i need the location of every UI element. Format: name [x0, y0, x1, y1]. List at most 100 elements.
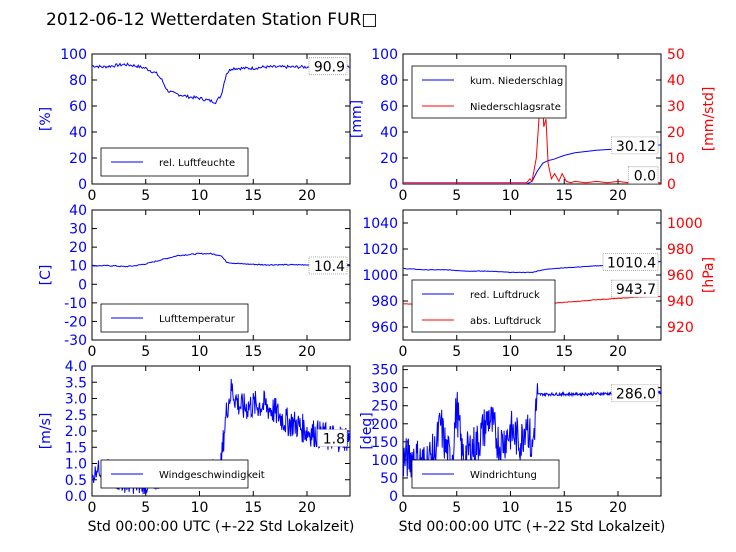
y-tick-label: 2.5 [65, 408, 87, 424]
y-tick-label: 300 [371, 381, 398, 397]
last-value-label-right-box [611, 279, 659, 298]
x-axis-label: Std 00:00:00 UTC (+-22 Std Lokalzeit) [88, 519, 355, 535]
y-tick-label: 3.5 [65, 375, 87, 391]
y-tick-label: 0.5 [65, 473, 87, 489]
legend-frame [411, 279, 556, 333]
legend-entry: kum. Niederschlag [470, 76, 563, 87]
y-tick-label: 0 [389, 489, 398, 505]
last-value-label: 1.8 [323, 432, 345, 448]
plot-area [92, 62, 350, 105]
x-tick-label: 15 [555, 188, 573, 204]
x-tick-label: 5 [452, 500, 461, 516]
legend-frame [411, 65, 567, 119]
y-tick-label: 50 [380, 471, 398, 487]
legend-temperature: Lufttemperatur [100, 303, 249, 333]
x-tick-label: 10 [191, 188, 209, 204]
y-axis-label: [mm] [349, 100, 365, 138]
x-tick-label: 15 [244, 500, 262, 516]
last-value-label: 30.12 [616, 139, 656, 155]
y-tick-label: 40 [69, 125, 87, 141]
x-tick-label: 0 [399, 344, 408, 360]
y-tick-label: 960 [371, 320, 398, 336]
y-tick-label: 60 [69, 99, 87, 115]
y-axis-label: [%] [38, 107, 54, 131]
legend-entry: Windgeschwindigkeit [159, 470, 265, 481]
last-value-label-box [602, 253, 659, 271]
legend-precipitation: kum. Niederschlag Niederschlagsrate [411, 65, 567, 119]
x-tick-label: 20 [609, 344, 627, 360]
x-tick-label: 20 [609, 500, 627, 516]
legend-pressure: red. Luftdruck abs. Luftdruck [411, 279, 556, 333]
y-tick-label: 20 [380, 151, 398, 167]
y-right-tick-label: 0 [667, 177, 676, 193]
y-tick-label: 30 [69, 222, 87, 238]
last-value-label-right-box [628, 166, 659, 185]
y-tick-label: 3.0 [65, 392, 87, 408]
y-right-tick-label: 10 [667, 151, 685, 167]
x-tick-label: 20 [298, 188, 316, 204]
x-tick-label: 15 [555, 500, 573, 516]
panel-humidity: 0 5 10 15 20 0 20 40 60 80 100 [%] 90.9 rel. Luftfeuc… [38, 47, 351, 204]
y-tick-label: 0 [78, 177, 87, 193]
y-tick-label: 60 [380, 99, 398, 115]
y-tick-label: 1.0 [65, 457, 87, 473]
y-axis-label: [m/s] [38, 413, 54, 450]
y-right-tick-label: 960 [667, 268, 694, 284]
last-value-label-box [611, 384, 659, 403]
y-tick-label: -20 [64, 314, 87, 330]
y-tick-label: 250 [371, 399, 398, 415]
legend-wind_direction: Windrichtung [411, 459, 560, 489]
last-value-label-box [308, 256, 348, 275]
x-tick-label: 0 [88, 344, 97, 360]
x-axis-label: Std 00:00:00 UTC (+-22 Std Lokalzeit) [399, 519, 666, 535]
y-tick-label: 20 [69, 151, 87, 167]
x-tick-label: 10 [502, 344, 520, 360]
y-right-tick-label: 50 [667, 47, 685, 63]
y-tick-label: 40 [380, 125, 398, 141]
x-tick-label: 10 [502, 188, 520, 204]
y-tick-label: 10 [69, 259, 87, 275]
x-tick-label: 0 [88, 500, 97, 516]
y-tick-label: 150 [371, 435, 398, 451]
y-tick-label: 0.0 [65, 489, 87, 505]
panel-pressure: 0 5 10 15 20 960 980 1000 1020 1040 920 940 960 980 10… [362, 209, 717, 360]
y-axis-label: [deg] [359, 412, 375, 449]
y-tick-label: 350 [371, 363, 398, 379]
y-tick-label: 0 [389, 177, 398, 193]
y-tick-label: 2.0 [65, 424, 87, 440]
series-line-humidity-0 [92, 62, 350, 105]
x-tick-label: 10 [191, 344, 209, 360]
legend-entry: abs. Luftdruck [470, 316, 541, 327]
y-tick-label: -10 [64, 296, 87, 312]
plot-area [92, 252, 350, 268]
last-value-label-right: 0.0 [634, 169, 656, 185]
x-tick-label: 0 [399, 188, 408, 204]
last-value-label: 286.0 [616, 387, 656, 403]
y-tick-label: 980 [371, 294, 398, 310]
legend-humidity: rel. Luftfeuchte [100, 147, 249, 177]
y-right-tick-label: 30 [667, 99, 685, 115]
legend-wind_speed: Windgeschwindigkeit [100, 459, 265, 489]
y-tick-label: 100 [60, 47, 87, 63]
last-value-label-box [611, 136, 659, 155]
y-tick-label: 1.5 [65, 440, 87, 456]
y-tick-label: 1000 [362, 268, 398, 284]
series-line-temperature-0 [92, 252, 350, 268]
legend-entry: Lufttemperatur [159, 314, 236, 325]
x-tick-label: 5 [141, 188, 150, 204]
panel-wind_speed: 0 5 10 15 20 0.00.51.01.52.02.53.03.54.0 [m/s]… [38, 359, 354, 535]
x-tick-label: 5 [141, 344, 150, 360]
y-right-tick-label: 940 [667, 294, 694, 310]
x-tick-label: 20 [298, 344, 316, 360]
x-tick-label: 10 [191, 500, 209, 516]
legend-entry: rel. Luftfeuchte [159, 158, 235, 169]
x-tick-label: 20 [298, 500, 316, 516]
x-tick-label: 10 [502, 500, 520, 516]
legend-entry: Windrichtung [470, 470, 537, 481]
y-tick-label: 80 [380, 73, 398, 89]
x-tick-label: 15 [244, 188, 262, 204]
y-axis-label: [C] [38, 265, 54, 286]
x-tick-label: 5 [452, 188, 461, 204]
last-value-label: 90.9 [314, 60, 345, 76]
